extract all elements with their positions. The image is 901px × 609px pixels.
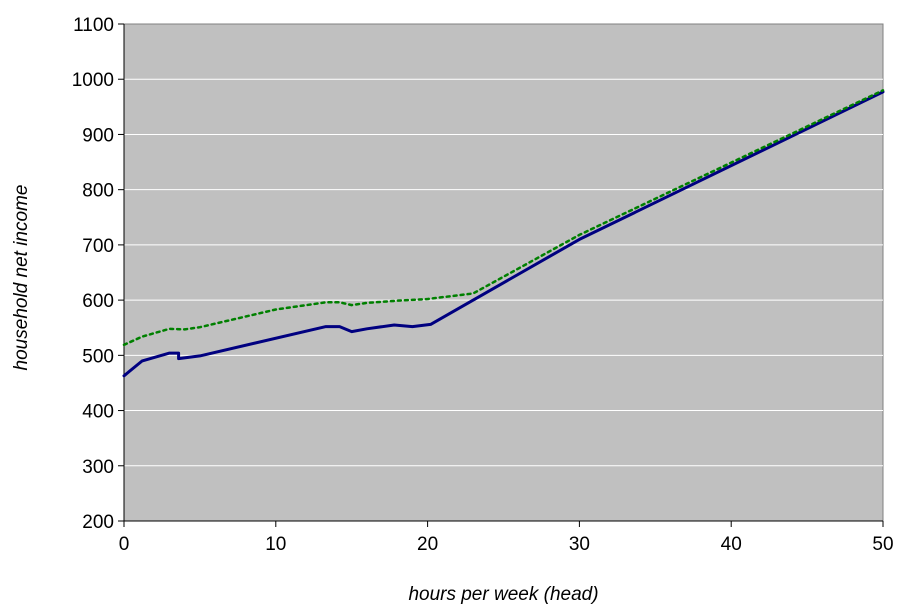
y-tick-label-300: 300 bbox=[82, 457, 114, 478]
x-tick-label-0: 0 bbox=[119, 534, 130, 555]
x-tick-label-40: 40 bbox=[721, 534, 742, 555]
y-tick-label-900: 900 bbox=[82, 125, 114, 146]
y-tick-label-700: 700 bbox=[82, 236, 114, 257]
x-axis-title: hours per week (head) bbox=[408, 584, 598, 605]
y-tick-label-400: 400 bbox=[82, 402, 114, 423]
x-tick-label-30: 30 bbox=[569, 534, 590, 555]
x-tick-label-10: 10 bbox=[265, 534, 286, 555]
y-tick-label-200: 200 bbox=[82, 512, 114, 533]
y-axis-title: household net income bbox=[11, 185, 32, 371]
y-tick-label-800: 800 bbox=[82, 181, 114, 202]
plot-area bbox=[123, 23, 884, 522]
series-line-2 bbox=[122, 89, 885, 347]
x-tick-label-50: 50 bbox=[872, 534, 893, 555]
series-line-1 bbox=[122, 90, 885, 378]
gridlines bbox=[124, 78, 883, 467]
y-tick-label-500: 500 bbox=[82, 346, 114, 367]
y-tick-label-1000: 1000 bbox=[72, 70, 114, 91]
y-tick-label-600: 600 bbox=[82, 291, 114, 312]
y-tick-label-1100: 1100 bbox=[73, 15, 114, 36]
x-tick-label-20: 20 bbox=[417, 534, 438, 555]
series-lines bbox=[122, 89, 885, 378]
axis-ticks: 200 300 400 500 600 700 800 900 1000 1100 0 10 20 30 4… bbox=[72, 15, 894, 555]
